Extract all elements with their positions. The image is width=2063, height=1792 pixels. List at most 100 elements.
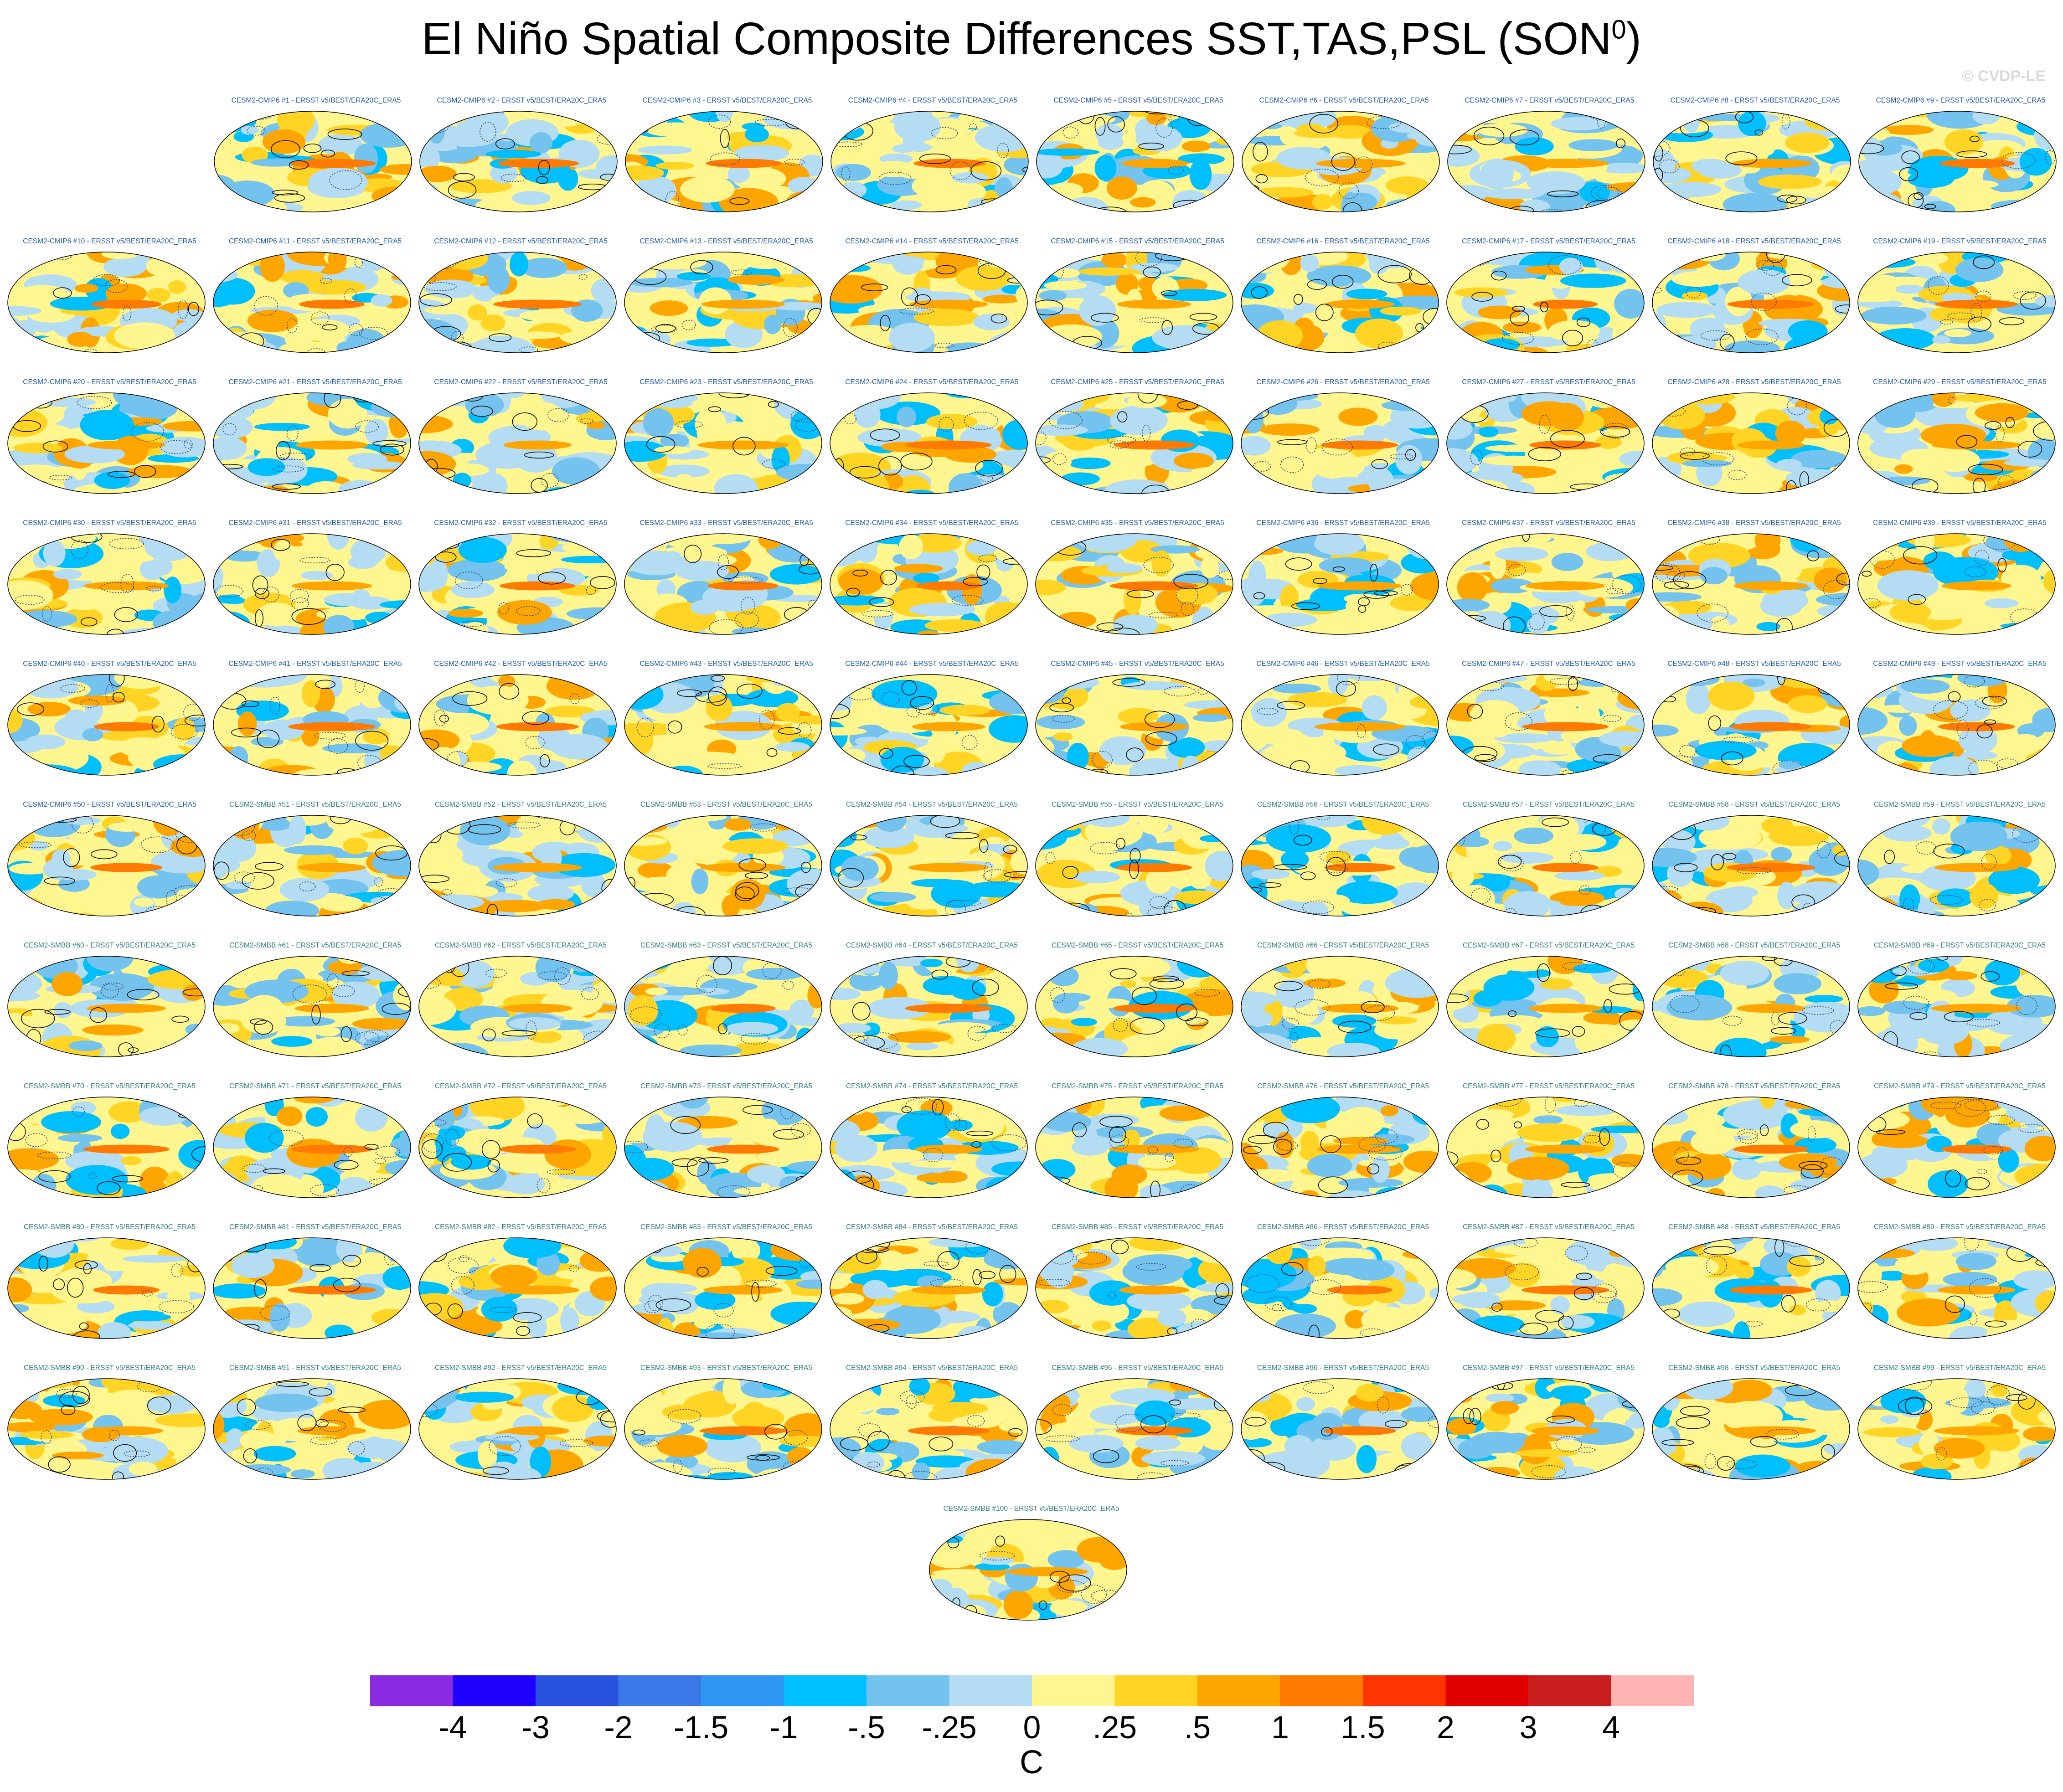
global-map — [418, 252, 617, 353]
global-map — [7, 1097, 206, 1198]
global-map — [1241, 392, 1439, 494]
global-map — [1857, 1097, 2056, 1198]
global-map — [1446, 252, 1645, 353]
colorbar-segment — [866, 1675, 949, 1706]
panel-title: CESM2-SMBB #94 - ERSST v5/BEST/ERA20C_ER… — [846, 1364, 1018, 1372]
global-map — [624, 956, 822, 1057]
panel-title: CESM2-SMBB #53 - ERSST v5/BEST/ERA20C_ER… — [640, 801, 813, 808]
panel-title: CESM2-CMIP6 #31 - ERSST v5/BEST/ERA20C_E… — [228, 519, 402, 527]
panel-title: CESM2-SMBB #87 - ERSST v5/BEST/ERA20C_ER… — [1462, 1223, 1635, 1231]
global-map — [830, 956, 1028, 1057]
global-map — [418, 1237, 617, 1339]
global-map — [624, 674, 822, 776]
panel-title: CESM2-CMIP6 #18 - ERSST v5/BEST/ERA20C_E… — [1667, 237, 1841, 245]
panel-title: CESM2-CMIP6 #17 - ERSST v5/BEST/ERA20C_E… — [1462, 237, 1635, 245]
global-map — [1446, 533, 1645, 635]
global-map — [1036, 111, 1234, 212]
panel-title: CESM2-SMBB #80 - ERSST v5/BEST/ERA20C_ER… — [23, 1223, 196, 1231]
colorbar-tick-label: -.25 — [922, 1710, 977, 1745]
title-suffix: ) — [1626, 13, 1641, 64]
global-map — [1241, 1097, 1439, 1198]
global-map — [1652, 1237, 1850, 1339]
colorbar-segment — [1363, 1675, 1446, 1706]
colorbar-segment — [1528, 1675, 1611, 1706]
global-map — [830, 392, 1028, 494]
global-map — [1241, 815, 1439, 917]
panel-title: CESM2-CMIP6 #11 - ERSST v5/BEST/ERA20C_E… — [228, 237, 402, 245]
panel-title: CESM2-CMIP6 #10 - ERSST v5/BEST/ERA20C_E… — [23, 237, 196, 245]
global-map — [1446, 815, 1645, 917]
title-text: El Niño Spatial Composite Differences SS… — [422, 13, 1612, 64]
watermark: © CVDP-LE — [1962, 67, 2046, 85]
panel-title: CESM2-SMBB #69 - ERSST v5/BEST/ERA20C_ER… — [1873, 942, 2046, 949]
panel-title: CESM2-CMIP6 #29 - ERSST v5/BEST/ERA20C_E… — [1873, 378, 2047, 386]
panel-title: CESM2-CMIP6 #21 - ERSST v5/BEST/ERA20C_E… — [228, 378, 402, 386]
global-map — [624, 252, 822, 353]
colorbar-tick-label: 3 — [1519, 1710, 1537, 1745]
chart-title: El Niño Spatial Composite Differences SS… — [0, 13, 2063, 65]
global-map — [418, 674, 617, 776]
panel-title: CESM2-SMBB #66 - ERSST v5/BEST/ERA20C_ER… — [1257, 942, 1429, 949]
panel-title: CESM2-CMIP6 #47 - ERSST v5/BEST/ERA20C_E… — [1462, 660, 1635, 668]
global-map — [7, 1237, 206, 1339]
panel-title: CESM2-CMIP6 #32 - ERSST v5/BEST/ERA20C_E… — [434, 519, 608, 527]
global-map — [1857, 533, 2056, 635]
panel-title: CESM2-CMIP6 #12 - ERSST v5/BEST/ERA20C_E… — [434, 237, 608, 245]
panel-title: CESM2-CMIP6 #22 - ERSST v5/BEST/ERA20C_E… — [434, 378, 608, 386]
panel-title: CESM2-CMIP6 #50 - ERSST v5/BEST/ERA20C_E… — [23, 801, 196, 808]
panel-title: CESM2-SMBB #100 - ERSST v5/BEST/ERA20C_E… — [943, 1505, 1119, 1513]
global-map — [418, 392, 617, 494]
global-map — [418, 1097, 617, 1198]
panel-title: CESM2-CMIP6 #16 - ERSST v5/BEST/ERA20C_E… — [1256, 237, 1430, 245]
global-map — [830, 674, 1028, 776]
panel-title: CESM2-CMIP6 #15 - ERSST v5/BEST/ERA20C_E… — [1051, 237, 1224, 245]
global-map — [214, 111, 412, 212]
panel-title: CESM2-SMBB #79 - ERSST v5/BEST/ERA20C_ER… — [1873, 1082, 2046, 1090]
panel-title: CESM2-CMIP6 #2 - ERSST v5/BEST/ERA20C_ER… — [437, 97, 607, 104]
global-map — [419, 111, 618, 212]
global-map — [213, 1378, 411, 1480]
global-map — [7, 815, 206, 917]
panel-title: CESM2-CMIP6 #26 - ERSST v5/BEST/ERA20C_E… — [1256, 378, 1430, 386]
global-map — [1446, 392, 1645, 494]
colorbar-segment — [1032, 1675, 1115, 1706]
panel-title: CESM2-SMBB #60 - ERSST v5/BEST/ERA20C_ER… — [23, 942, 196, 949]
global-map — [1857, 956, 2056, 1057]
panel-title: CESM2-SMBB #61 - ERSST v5/BEST/ERA20C_ER… — [229, 942, 402, 949]
global-map — [624, 1378, 822, 1480]
global-map — [1857, 1237, 2056, 1339]
global-map — [1035, 1237, 1233, 1339]
global-map — [1035, 533, 1233, 635]
global-map — [1035, 1097, 1233, 1198]
colorbar-segment — [1197, 1675, 1280, 1706]
global-map — [7, 533, 206, 635]
global-map — [213, 392, 411, 494]
panel-title: CESM2-CMIP6 #3 - ERSST v5/BEST/ERA20C_ER… — [642, 97, 812, 104]
panel-title: CESM2-CMIP6 #45 - ERSST v5/BEST/ERA20C_E… — [1051, 660, 1224, 668]
global-map — [1652, 1097, 1850, 1198]
global-map — [1241, 674, 1439, 776]
global-map — [624, 392, 822, 494]
panel-title: CESM2-CMIP6 #6 - ERSST v5/BEST/ERA20C_ER… — [1259, 97, 1429, 104]
panel-title: CESM2-SMBB #59 - ERSST v5/BEST/ERA20C_ER… — [1873, 801, 2046, 808]
global-map — [1857, 392, 2056, 494]
panel-title: CESM2-CMIP6 #13 - ERSST v5/BEST/ERA20C_E… — [640, 237, 813, 245]
colorbar-segment — [453, 1675, 536, 1706]
panel-title: CESM2-SMBB #54 - ERSST v5/BEST/ERA20C_ER… — [846, 801, 1018, 808]
global-map — [1858, 111, 2057, 212]
panel-title: CESM2-SMBB #56 - ERSST v5/BEST/ERA20C_ER… — [1257, 801, 1429, 808]
global-map — [1035, 674, 1233, 776]
global-map — [1652, 956, 1850, 1057]
panel-title: CESM2-SMBB #58 - ERSST v5/BEST/ERA20C_ER… — [1668, 801, 1841, 808]
global-map — [1653, 111, 1851, 212]
global-map — [7, 252, 206, 353]
colorbar-tick-label: -1 — [769, 1710, 798, 1745]
global-map — [830, 1237, 1028, 1339]
panel-title: CESM2-SMBB #52 - ERSST v5/BEST/ERA20C_ER… — [434, 801, 607, 808]
panel-title: CESM2-CMIP6 #19 - ERSST v5/BEST/ERA20C_E… — [1873, 237, 2047, 245]
panel-title: CESM2-SMBB #70 - ERSST v5/BEST/ERA20C_ER… — [23, 1082, 196, 1090]
colorbar-tick-label: 4 — [1602, 1710, 1620, 1745]
global-map — [830, 252, 1028, 353]
panel-title: CESM2-SMBB #98 - ERSST v5/BEST/ERA20C_ER… — [1668, 1364, 1841, 1372]
